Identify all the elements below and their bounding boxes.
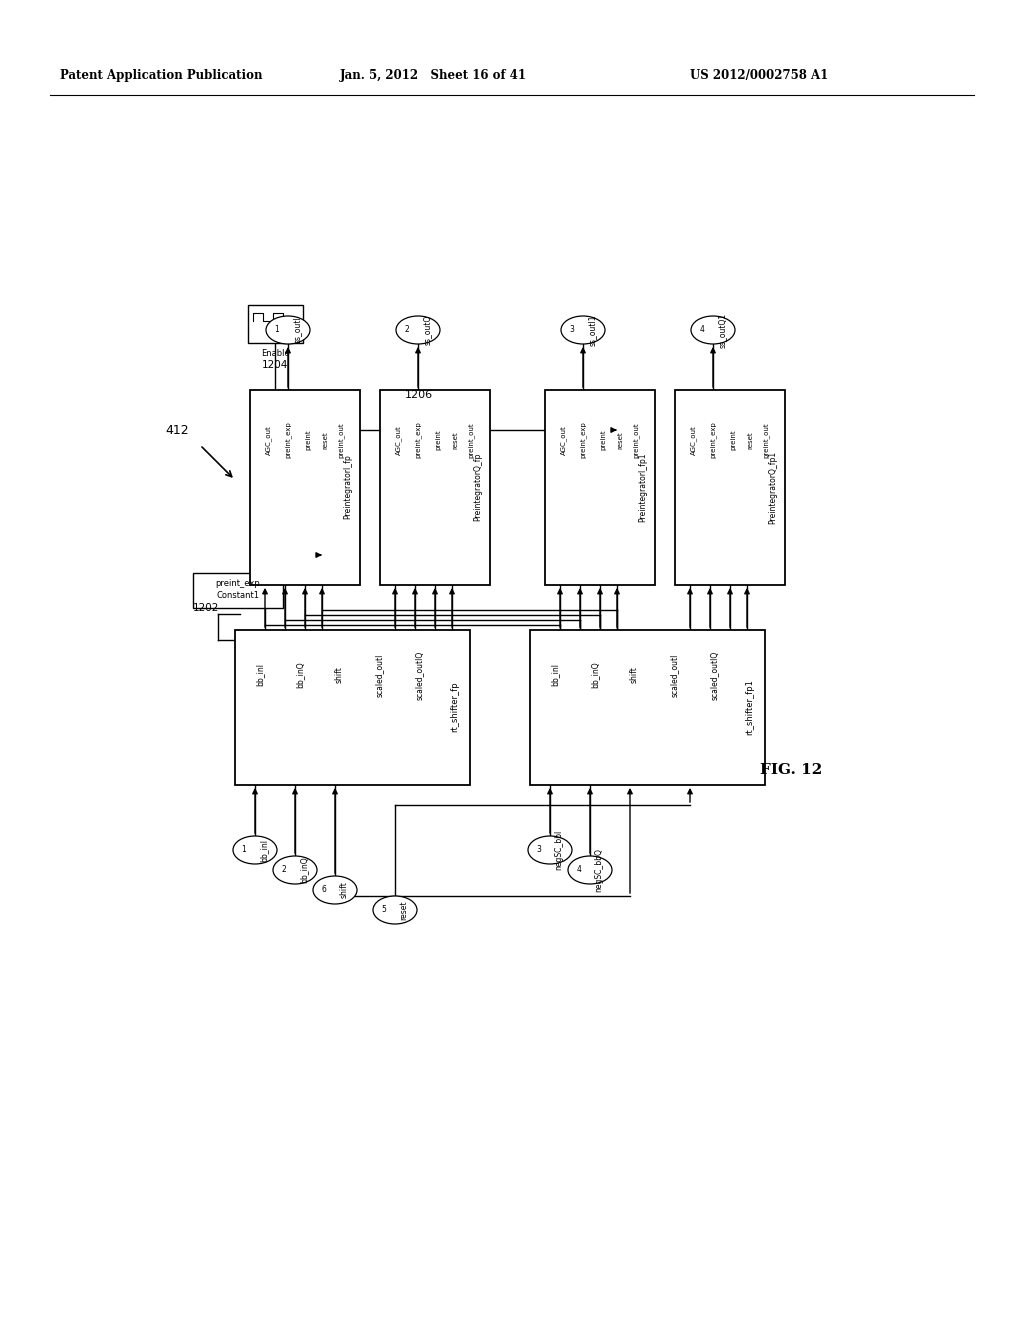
Text: reset: reset bbox=[746, 432, 753, 449]
Bar bbox=[248, 305, 303, 343]
Bar bbox=[234, 630, 470, 785]
Text: AGC_out: AGC_out bbox=[265, 425, 271, 455]
Text: bb_inQ: bb_inQ bbox=[590, 661, 599, 688]
Text: AGC_out: AGC_out bbox=[395, 425, 401, 455]
Text: ss_outQ1: ss_outQ1 bbox=[718, 313, 726, 347]
Text: scaled_outI: scaled_outI bbox=[375, 653, 384, 697]
Ellipse shape bbox=[691, 315, 735, 345]
Text: negSC_bbI: negSC_bbI bbox=[554, 830, 563, 870]
Text: reset: reset bbox=[322, 432, 328, 449]
Ellipse shape bbox=[568, 855, 612, 884]
Bar bbox=[675, 389, 785, 585]
Text: scaled_outI: scaled_outI bbox=[670, 653, 679, 697]
Text: AGC_out: AGC_out bbox=[560, 425, 566, 455]
Text: AGC_out: AGC_out bbox=[690, 425, 696, 455]
Text: 1: 1 bbox=[274, 326, 280, 334]
Text: Enable: Enable bbox=[261, 348, 290, 358]
Text: 412: 412 bbox=[165, 424, 188, 437]
Bar bbox=[193, 573, 283, 609]
Text: preint: preint bbox=[305, 430, 311, 450]
Text: bb_inQ: bb_inQ bbox=[299, 857, 308, 883]
Text: bb_inI: bb_inI bbox=[550, 664, 559, 686]
Text: 2: 2 bbox=[282, 866, 287, 874]
Text: scaled_outIQ: scaled_outIQ bbox=[710, 651, 719, 700]
Text: scaled_outIQ: scaled_outIQ bbox=[415, 651, 424, 700]
Text: US 2012/0002758 A1: US 2012/0002758 A1 bbox=[690, 69, 828, 82]
Text: PreintegratorI_fp: PreintegratorI_fp bbox=[343, 454, 352, 519]
Text: reset: reset bbox=[617, 432, 623, 449]
Text: Patent Application Publication: Patent Application Publication bbox=[60, 69, 262, 82]
Text: Jan. 5, 2012   Sheet 16 of 41: Jan. 5, 2012 Sheet 16 of 41 bbox=[340, 69, 527, 82]
Text: 1: 1 bbox=[242, 846, 247, 854]
Ellipse shape bbox=[396, 315, 440, 345]
Text: reset: reset bbox=[452, 432, 458, 449]
Ellipse shape bbox=[313, 876, 357, 904]
Text: PreintegratorQ_fp1: PreintegratorQ_fp1 bbox=[768, 450, 777, 524]
Text: 1202: 1202 bbox=[193, 603, 219, 612]
Text: FIG. 12: FIG. 12 bbox=[760, 763, 822, 777]
Text: PreintegratorI_fp1: PreintegratorI_fp1 bbox=[639, 453, 647, 521]
Text: shift: shift bbox=[335, 667, 344, 684]
Text: 3: 3 bbox=[569, 326, 574, 334]
Text: shift: shift bbox=[339, 882, 348, 899]
Bar bbox=[545, 389, 655, 585]
Text: 4: 4 bbox=[699, 326, 705, 334]
Text: shift: shift bbox=[630, 667, 639, 684]
Text: ss_outI1: ss_outI1 bbox=[588, 314, 596, 346]
Text: rt_shifter_fp1: rt_shifter_fp1 bbox=[745, 678, 755, 735]
Text: 1206: 1206 bbox=[406, 389, 433, 400]
Text: negSC_bbQ: negSC_bbQ bbox=[594, 847, 603, 892]
Text: Constant1: Constant1 bbox=[216, 590, 259, 599]
Text: bb_inI: bb_inI bbox=[259, 838, 268, 862]
Ellipse shape bbox=[266, 315, 310, 345]
Text: PreintegratorQ_fp: PreintegratorQ_fp bbox=[473, 453, 482, 521]
Text: 6: 6 bbox=[322, 886, 327, 895]
Text: preint_exp: preint_exp bbox=[285, 421, 292, 458]
Text: 3: 3 bbox=[537, 846, 542, 854]
Text: preint_exp: preint_exp bbox=[710, 421, 717, 458]
Text: rt_shifter_fp: rt_shifter_fp bbox=[451, 681, 460, 733]
Ellipse shape bbox=[273, 855, 317, 884]
Text: ss_outQ: ss_outQ bbox=[422, 314, 431, 346]
Text: preint_exp: preint_exp bbox=[415, 421, 422, 458]
Text: bb_inI: bb_inI bbox=[255, 664, 264, 686]
Text: 2: 2 bbox=[404, 326, 410, 334]
Text: 1204: 1204 bbox=[262, 360, 288, 370]
Ellipse shape bbox=[528, 836, 572, 865]
Text: preint_out: preint_out bbox=[338, 422, 345, 458]
Text: bb_inQ: bb_inQ bbox=[295, 661, 304, 688]
Text: reset: reset bbox=[399, 900, 409, 920]
Text: preint_exp: preint_exp bbox=[216, 578, 260, 587]
Text: preint_exp: preint_exp bbox=[580, 421, 587, 458]
Text: preint: preint bbox=[730, 430, 736, 450]
Ellipse shape bbox=[373, 896, 417, 924]
Bar bbox=[250, 389, 360, 585]
Ellipse shape bbox=[233, 836, 278, 865]
Ellipse shape bbox=[561, 315, 605, 345]
Bar bbox=[380, 389, 490, 585]
Text: ss_outI: ss_outI bbox=[293, 317, 301, 343]
Text: preint_out: preint_out bbox=[763, 422, 770, 458]
Text: preint: preint bbox=[435, 430, 441, 450]
Text: preint: preint bbox=[600, 430, 606, 450]
Text: 4: 4 bbox=[577, 866, 582, 874]
Text: 5: 5 bbox=[382, 906, 386, 915]
Text: preint_out: preint_out bbox=[633, 422, 640, 458]
Text: preint_out: preint_out bbox=[468, 422, 475, 458]
Bar bbox=[530, 630, 765, 785]
